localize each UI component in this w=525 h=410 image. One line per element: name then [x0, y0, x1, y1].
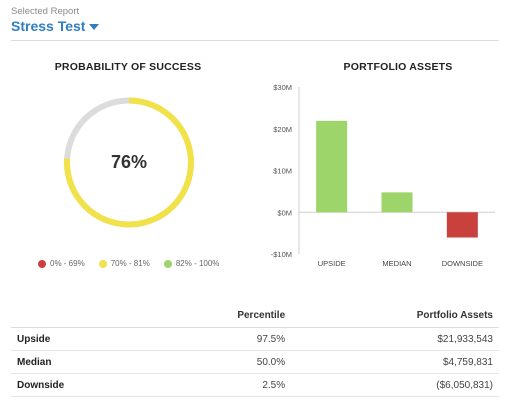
- results-table: Percentile Portfolio Assets Upside 97.5%…: [11, 304, 499, 397]
- legend-label: 70% - 81%: [110, 259, 150, 268]
- legend-item-mid: 70% - 81%: [98, 259, 150, 268]
- portfolio-assets-chart: -$10M $0M $10M $20M $30M UPSIDE MEDIAN DOWNSIDE: [271, 83, 495, 268]
- x-tick-label: UPSIDE: [318, 259, 346, 268]
- row-portfolio-assets: ($6,050,831): [291, 373, 499, 397]
- table-row: Median 50.0% $4,759,831: [11, 350, 499, 374]
- column-header-label: [11, 304, 151, 328]
- y-tick-label: $0M: [277, 208, 292, 217]
- probability-title: PROBABILITY OF SUCCESS: [54, 61, 202, 73]
- legend-item-low: 0% - 69%: [38, 259, 85, 268]
- row-label: Upside: [11, 327, 151, 351]
- table-row: Upside 97.5% $21,933,543: [11, 327, 499, 351]
- column-header-portfolio-assets: Portfolio Assets: [291, 304, 499, 328]
- legend-item-high: 82% - 100%: [163, 259, 220, 268]
- row-label: Downside: [11, 373, 151, 397]
- report-selector-dropdown[interactable]: Stress Test: [11, 18, 100, 35]
- probability-value: 76%: [110, 152, 148, 172]
- probability-legend: 0% - 69% 70% - 81% 82% - 100%: [38, 259, 219, 268]
- donut-svg: [64, 97, 194, 228]
- legend-dot-red: [38, 259, 46, 268]
- table-row: Downside 2.5% ($6,050,831): [11, 373, 499, 397]
- legend-label: 0% - 69%: [50, 259, 85, 268]
- selected-report-caption: Selected Report: [11, 6, 80, 17]
- row-percentile: 50.0%: [150, 350, 292, 374]
- table-header-row: Percentile Portfolio Assets: [11, 304, 499, 328]
- bar-downside: [446, 212, 478, 238]
- row-percentile: 97.5%: [150, 327, 292, 351]
- legend-dot-yellow: [98, 259, 107, 268]
- column-header-percentile: Percentile: [150, 304, 292, 328]
- y-tick-label: $30M: [273, 83, 292, 92]
- donut-fill: [64, 97, 194, 228]
- bar-upside: [316, 120, 348, 213]
- row-percentile: 2.5%: [150, 373, 292, 397]
- report-header: Selected Report Stress Test: [11, 6, 499, 41]
- bar-median: [381, 192, 413, 213]
- row-portfolio-assets: $4,759,831: [291, 350, 499, 374]
- report-name[interactable]: Stress Test: [11, 18, 86, 34]
- caret-down-icon[interactable]: [89, 23, 100, 30]
- y-tick-label: -$10M: [271, 250, 292, 259]
- legend-label: 82% - 100%: [175, 259, 220, 268]
- y-tick-label: $20M: [273, 125, 292, 134]
- legend-dot-green: [163, 259, 172, 268]
- portfolio-assets-title: PORTFOLIO ASSETS: [343, 61, 453, 73]
- y-tick-label: $10M: [273, 167, 292, 176]
- row-label: Median: [11, 350, 151, 374]
- x-tick-label: MEDIAN: [382, 259, 411, 268]
- x-tick-label: DOWNSIDE: [442, 259, 483, 268]
- probability-donut: 76%: [60, 96, 198, 229]
- row-portfolio-assets: $21,933,543: [291, 327, 499, 351]
